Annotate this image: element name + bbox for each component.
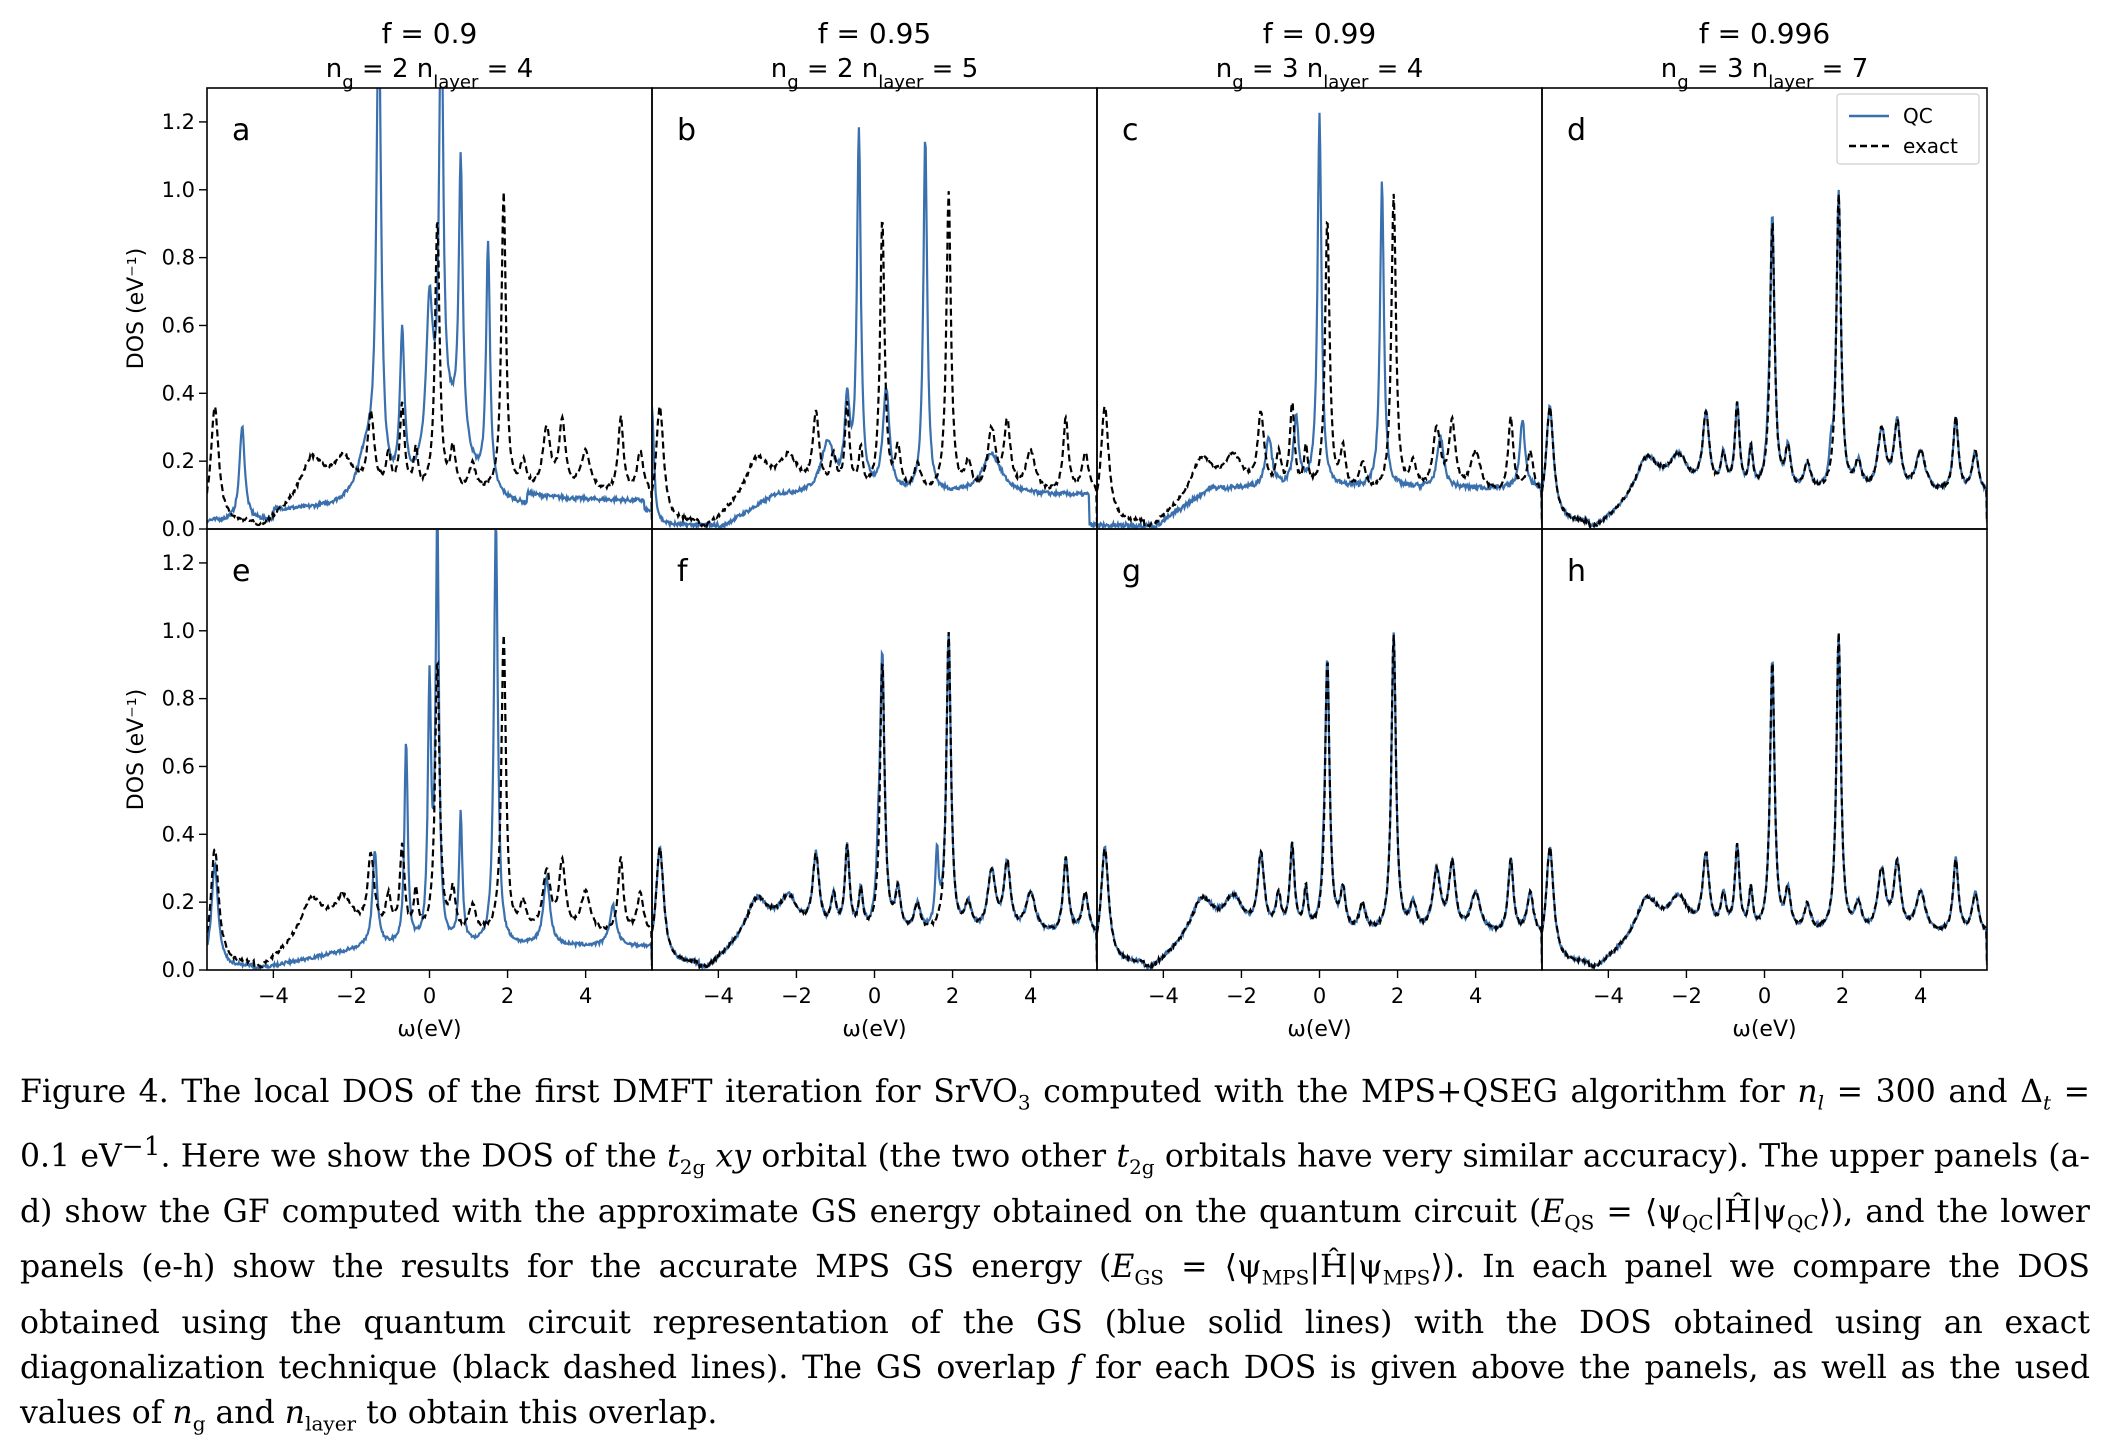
exact-line-g <box>1097 634 1542 970</box>
figure-caption: Figure 4. The local DOS of the first DMF… <box>20 1074 2091 1435</box>
x-axis-label: ω(eV) <box>1732 1017 1796 1042</box>
legend-qc-label: QC <box>1903 104 1933 128</box>
exact-line-e <box>207 634 652 969</box>
panel-title-f: f = 0.95 <box>818 17 931 50</box>
panel-e: e −4 −2 0 2 4 ω(eV) 0.0 0.2 0.4 0.6 0.8 1.0 1.2 DOS (e… <box>124 528 653 1042</box>
x-tick-label: −2 <box>781 984 812 1008</box>
x-tick-label: 4 <box>1469 984 1482 1008</box>
x-tick-label: 0 <box>1313 984 1326 1008</box>
panel-label-g: g <box>1122 554 1141 589</box>
y-tick-label: 0.4 <box>162 381 195 405</box>
y-tick-label: 0.2 <box>162 449 195 473</box>
y-axis-label: DOS (eV⁻¹) <box>124 248 149 369</box>
exact-line-b <box>652 191 1097 529</box>
x-tick-label: 0 <box>423 984 436 1008</box>
x-tick-label: −4 <box>1148 984 1179 1008</box>
exact-line-c <box>1097 193 1542 529</box>
panel-label-e: e <box>232 554 250 589</box>
exact-line-a <box>207 191 652 528</box>
x-tick-label: −2 <box>1671 984 1702 1008</box>
x-tick-label: 4 <box>1914 984 1927 1008</box>
qc-line-d <box>1542 189 1987 529</box>
y-tick-label: 0.4 <box>162 822 195 846</box>
panel-title-f: f = 0.996 <box>1699 17 1830 50</box>
qc-line-e <box>207 529 652 970</box>
panel-title-params: ng = 3 nlayer = 7 <box>1661 54 1869 93</box>
x-tick-label: −2 <box>1226 984 1257 1008</box>
figure-panels: a 0.0 0.2 0.4 0.6 0.8 1.0 1.2 DOS (eV⁻¹) f = 0.9 n… <box>124 17 1988 1042</box>
panel-d: d f = 0.996 ng = 3 nlayer = 7 QC exact <box>1541 17 1988 530</box>
y-tick-label: 0.6 <box>162 754 195 778</box>
panel-g: g −4 −2 0 2 4 ω(eV) <box>1096 528 1543 1042</box>
x-tick-label: 4 <box>579 984 592 1008</box>
qc-line-f <box>652 632 1097 970</box>
panel-h: h −4 −2 0 2 4 ω(eV) <box>1541 528 1988 1042</box>
panel-title-params: ng = 3 nlayer = 4 <box>1216 54 1424 93</box>
panel-a: a 0.0 0.2 0.4 0.6 0.8 1.0 1.2 DOS (eV⁻¹) f = 0.9 n… <box>124 17 653 541</box>
panel-label-c: c <box>1122 113 1139 148</box>
qc-line-b <box>652 127 1097 529</box>
y-tick-label: 0.0 <box>162 517 195 541</box>
x-axis-label: ω(eV) <box>1287 1017 1351 1042</box>
panel-f: f −4 −2 0 2 4 ω(eV) <box>651 528 1098 1042</box>
panel-label-h: h <box>1567 554 1586 589</box>
panel-frame-f <box>651 528 1098 971</box>
panel-frame-e <box>206 528 653 971</box>
x-tick-label: 0 <box>868 984 881 1008</box>
y-axis-label: DOS (eV⁻¹) <box>124 689 149 810</box>
panel-c: c f = 0.99 ng = 3 nlayer = 4 <box>1096 17 1543 530</box>
legend-exact-label: exact <box>1903 134 1958 158</box>
panel-label-b: b <box>677 113 696 148</box>
y-tick-label: 0.2 <box>162 890 195 914</box>
qc-line-g <box>1097 632 1542 970</box>
exact-line-h <box>1542 632 1987 970</box>
x-tick-label: −4 <box>703 984 734 1008</box>
y-tick-label: 1.0 <box>162 619 195 643</box>
x-tick-label: 2 <box>501 984 514 1008</box>
x-tick-label: 2 <box>946 984 959 1008</box>
x-tick-label: −2 <box>336 984 367 1008</box>
x-tick-label: 0 <box>1758 984 1771 1008</box>
panel-label-a: a <box>232 113 250 148</box>
y-tick-label: 0.6 <box>162 313 195 337</box>
exact-line-f <box>652 632 1097 970</box>
exact-line-d <box>1542 194 1987 529</box>
y-tick-label: 0.8 <box>162 687 195 711</box>
panel-title-f: f = 0.99 <box>1263 17 1376 50</box>
y-tick-label: 0.0 <box>162 958 195 982</box>
x-tick-label: −4 <box>1593 984 1624 1008</box>
x-tick-label: −4 <box>258 984 289 1008</box>
qc-line-a <box>207 88 652 524</box>
y-tick-label: 1.2 <box>162 551 195 575</box>
x-axis-label: ω(eV) <box>397 1017 461 1042</box>
panel-label-d: d <box>1567 113 1586 148</box>
panel-title-params: ng = 2 nlayer = 4 <box>326 54 534 93</box>
x-tick-label: 4 <box>1024 984 1037 1008</box>
panel-label-f: f <box>677 554 689 589</box>
panel-frame-a <box>206 87 653 530</box>
y-tick-label: 0.8 <box>162 246 195 270</box>
panel-b: b f = 0.95 ng = 2 nlayer = 5 <box>651 17 1098 530</box>
qc-line-h <box>1542 634 1987 970</box>
y-tick-label: 1.2 <box>162 110 195 134</box>
x-axis-label: ω(eV) <box>842 1017 906 1042</box>
x-tick-label: 2 <box>1836 984 1849 1008</box>
panel-title-params: ng = 2 nlayer = 5 <box>771 54 979 93</box>
y-tick-label: 1.0 <box>162 178 195 202</box>
x-tick-label: 2 <box>1391 984 1404 1008</box>
panel-title-f: f = 0.9 <box>382 17 478 50</box>
qc-line-c <box>1097 112 1542 529</box>
